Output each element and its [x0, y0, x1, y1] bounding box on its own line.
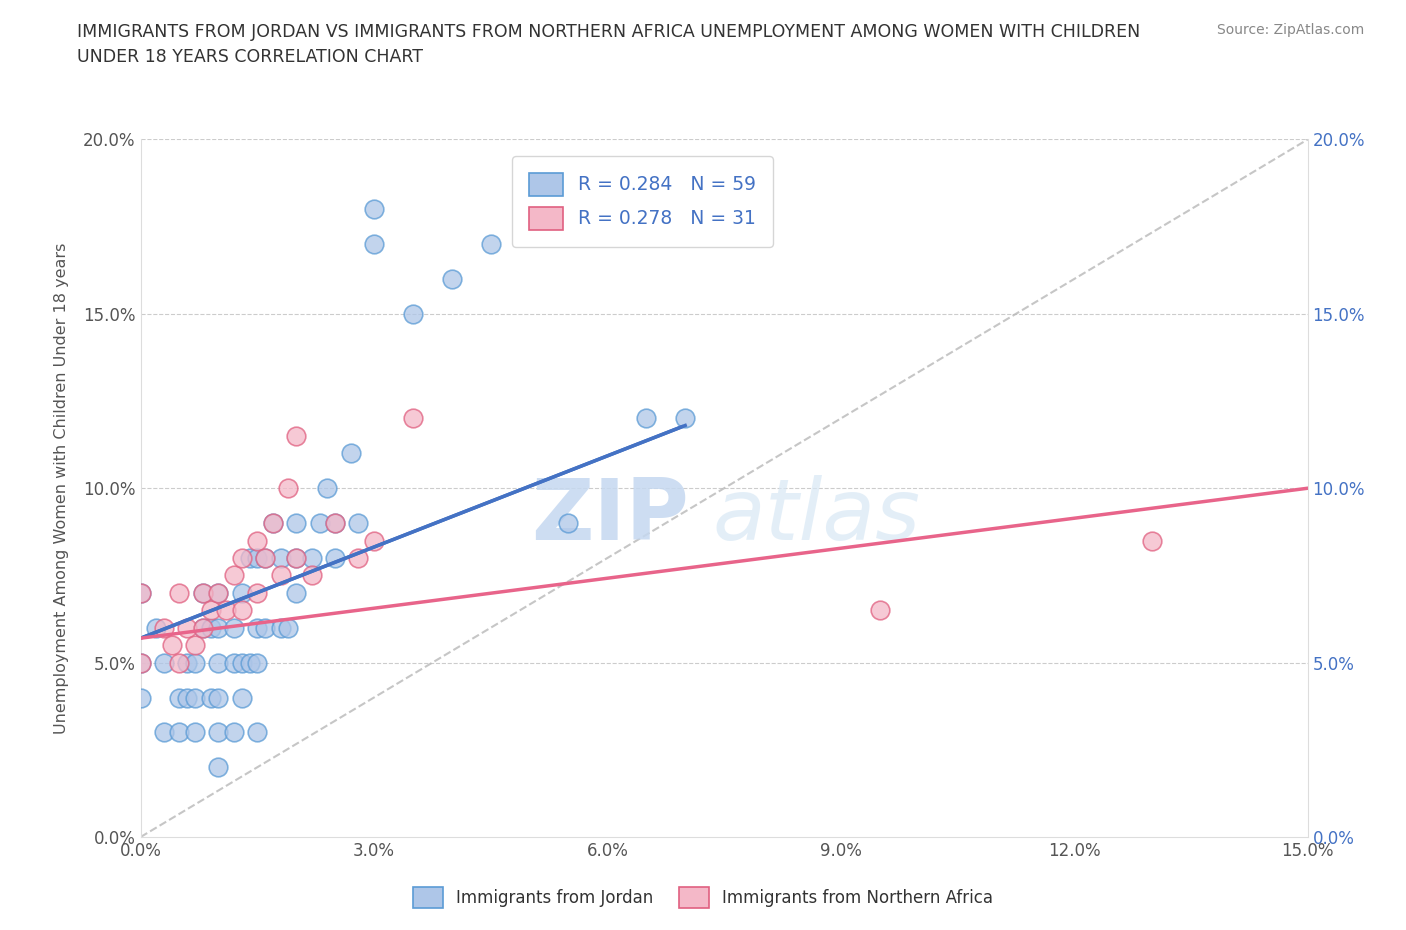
Point: [636, 411, 658, 426]
Point: [231, 551, 253, 565]
Point: [184, 638, 207, 653]
Point: [270, 551, 292, 565]
Point: [238, 656, 260, 671]
Legend: Immigrants from Jordan, Immigrants from Northern Africa: Immigrants from Jordan, Immigrants from …: [406, 881, 1000, 914]
Point: [246, 586, 269, 601]
Point: [316, 481, 339, 496]
Point: [191, 586, 214, 601]
Point: [145, 620, 167, 635]
Point: [254, 620, 277, 635]
Point: [129, 586, 152, 601]
Point: [200, 603, 222, 618]
Point: [363, 202, 385, 217]
Point: [231, 586, 253, 601]
Point: [363, 533, 385, 548]
Point: [200, 690, 222, 705]
Point: [246, 620, 269, 635]
Point: [207, 586, 229, 601]
Point: [270, 620, 292, 635]
Point: [1140, 533, 1163, 548]
Point: [402, 411, 425, 426]
Point: [184, 656, 207, 671]
Point: [557, 515, 579, 530]
Point: [285, 551, 308, 565]
Point: [308, 515, 330, 530]
Point: [347, 515, 370, 530]
Point: [129, 656, 152, 671]
Point: [254, 551, 277, 565]
Text: ZIP: ZIP: [531, 474, 689, 558]
Point: [222, 725, 245, 740]
Point: [301, 568, 323, 583]
Point: [270, 568, 292, 583]
Point: [231, 603, 253, 618]
Point: [169, 690, 191, 705]
Point: [246, 656, 269, 671]
Point: [207, 725, 229, 740]
Point: [129, 586, 152, 601]
Point: [363, 237, 385, 252]
Point: [246, 551, 269, 565]
Point: [207, 760, 229, 775]
Point: [153, 620, 176, 635]
Point: [207, 586, 229, 601]
Point: [160, 638, 183, 653]
Point: [176, 656, 198, 671]
Point: [191, 620, 214, 635]
Text: IMMIGRANTS FROM JORDAN VS IMMIGRANTS FROM NORTHERN AFRICA UNEMPLOYMENT AMONG WOM: IMMIGRANTS FROM JORDAN VS IMMIGRANTS FRO…: [77, 23, 1140, 66]
Point: [347, 551, 370, 565]
Point: [402, 307, 425, 322]
Point: [153, 656, 176, 671]
Point: [285, 586, 308, 601]
Point: [262, 515, 284, 530]
Point: [176, 690, 198, 705]
Point: [673, 411, 696, 426]
Point: [207, 620, 229, 635]
Point: [277, 481, 299, 496]
Point: [869, 603, 891, 618]
Point: [207, 656, 229, 671]
Point: [191, 586, 214, 601]
Point: [246, 725, 269, 740]
Point: [129, 690, 152, 705]
Point: [176, 620, 198, 635]
Point: [301, 551, 323, 565]
Legend: R = 0.284   N = 59, R = 0.278   N = 31: R = 0.284 N = 59, R = 0.278 N = 31: [512, 156, 773, 246]
Point: [479, 237, 502, 252]
Point: [285, 429, 308, 444]
Point: [285, 515, 308, 530]
Point: [440, 272, 463, 286]
Text: Source: ZipAtlas.com: Source: ZipAtlas.com: [1216, 23, 1364, 37]
Point: [207, 690, 229, 705]
Point: [231, 690, 253, 705]
Point: [184, 690, 207, 705]
Point: [246, 533, 269, 548]
Point: [129, 656, 152, 671]
Point: [169, 656, 191, 671]
Text: atlas: atlas: [713, 474, 921, 558]
Point: [323, 515, 346, 530]
Point: [222, 568, 245, 583]
Point: [169, 725, 191, 740]
Point: [277, 620, 299, 635]
Point: [169, 586, 191, 601]
Point: [323, 515, 346, 530]
Point: [262, 515, 284, 530]
Point: [184, 725, 207, 740]
Point: [215, 603, 238, 618]
Point: [231, 656, 253, 671]
Point: [238, 551, 260, 565]
Point: [153, 725, 176, 740]
Point: [200, 620, 222, 635]
Point: [339, 446, 361, 461]
Point: [285, 551, 308, 565]
Point: [191, 620, 214, 635]
Point: [222, 620, 245, 635]
Point: [222, 656, 245, 671]
Point: [254, 551, 277, 565]
Y-axis label: Unemployment Among Women with Children Under 18 years: Unemployment Among Women with Children U…: [55, 243, 69, 734]
Point: [323, 551, 346, 565]
